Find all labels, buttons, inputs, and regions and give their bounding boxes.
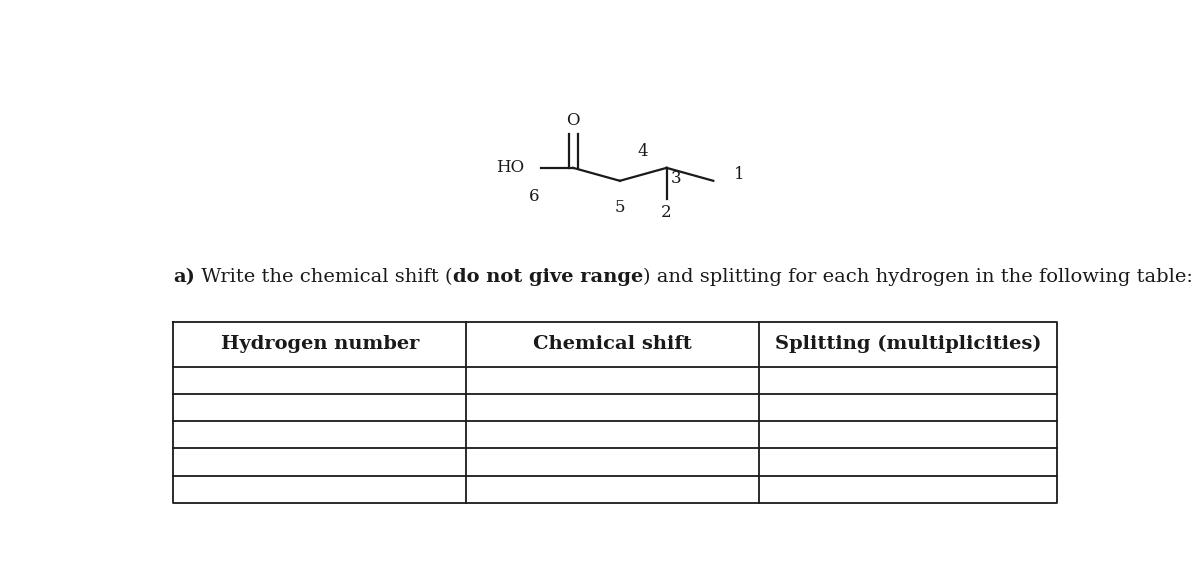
Text: a): a) <box>173 269 196 287</box>
Text: O: O <box>566 112 580 129</box>
Text: 6: 6 <box>529 188 539 205</box>
Text: 3: 3 <box>671 170 682 187</box>
Text: Splitting (multiplicities): Splitting (multiplicities) <box>775 335 1042 353</box>
Text: 5: 5 <box>614 199 625 216</box>
Text: HO: HO <box>497 160 524 176</box>
Text: do not give range: do not give range <box>452 269 643 287</box>
Text: 2: 2 <box>661 204 672 222</box>
Text: 1: 1 <box>733 166 744 183</box>
Text: Write the chemical shift (: Write the chemical shift ( <box>196 269 452 287</box>
Text: ) and splitting for each hydrogen in the following table:: ) and splitting for each hydrogen in the… <box>643 268 1193 287</box>
Text: Hydrogen number: Hydrogen number <box>221 335 419 353</box>
Text: 4: 4 <box>638 143 648 160</box>
Text: Chemical shift: Chemical shift <box>533 335 692 353</box>
